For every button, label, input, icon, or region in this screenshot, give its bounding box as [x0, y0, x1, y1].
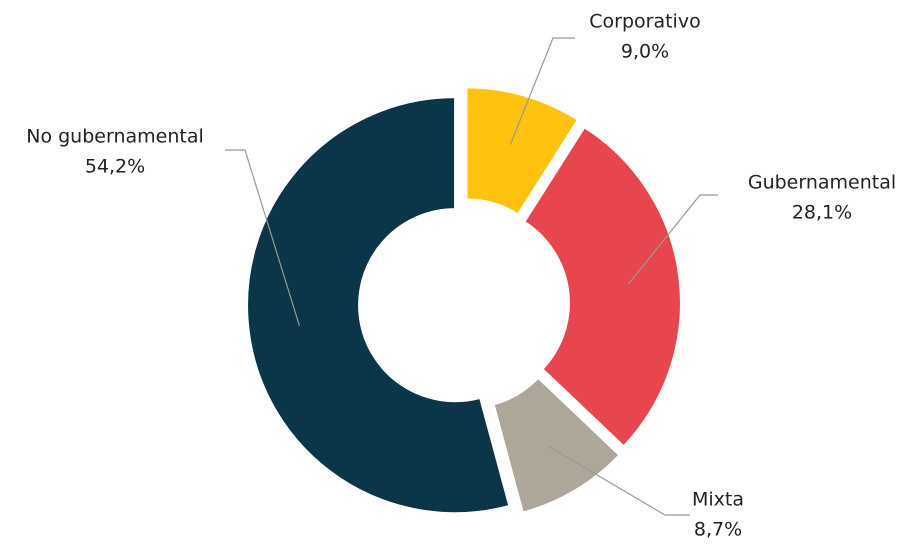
leader-line [509, 37, 575, 145]
leader-line [628, 194, 718, 285]
slice-name: No gubernamental [26, 126, 204, 148]
slice-value: 8,7% [694, 519, 742, 541]
slice-name: Corporativo [589, 11, 700, 33]
donut-slice [522, 125, 682, 448]
leader-line [548, 446, 690, 516]
leader-line [225, 149, 301, 327]
donut-slice [246, 96, 511, 515]
slice-value: 9,0% [621, 41, 669, 63]
slice-value: 28,1% [792, 202, 852, 224]
slice-value: 54,2% [85, 156, 145, 178]
donut-slice [492, 376, 621, 514]
slice-name: Mixta [692, 489, 744, 511]
slice-name: Gubernamental [748, 172, 896, 194]
donut-slice [465, 86, 580, 216]
